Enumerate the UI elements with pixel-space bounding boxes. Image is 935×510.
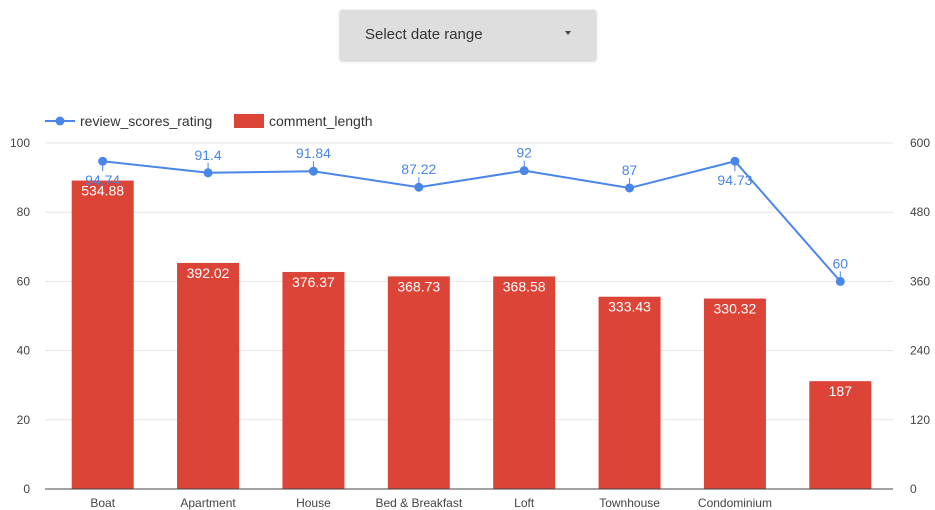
bar — [282, 271, 345, 489]
line-point — [308, 166, 318, 176]
legend-line-marker — [55, 116, 65, 126]
x-tick-label: House — [296, 496, 331, 510]
line-data-label: 92 — [516, 145, 532, 161]
bar — [71, 180, 134, 489]
bar-series: 534.88 392.02 376.37 368.73 368.58 333.43 330.… — [71, 180, 872, 489]
line-data-label: 87.22 — [401, 161, 436, 177]
line-data-label: 94.73 — [717, 172, 752, 188]
bar — [177, 262, 240, 489]
x-tick-label: Loft — [514, 496, 535, 510]
line-point — [835, 276, 845, 286]
line-point — [730, 156, 740, 166]
legend-label-line: review_scores_rating — [80, 113, 212, 129]
dropdown-caret-icon — [565, 31, 571, 35]
line-data-label: 87 — [622, 162, 638, 178]
bar — [493, 276, 556, 489]
x-tick-label: Bed & Breakfast — [375, 496, 462, 510]
x-tick-label: Townhouse — [599, 496, 660, 510]
bar-data-label: 392.02 — [187, 265, 230, 281]
bar — [809, 381, 872, 489]
line-point — [414, 182, 424, 192]
y-left-tick-label: 100 — [10, 136, 30, 150]
line-point — [203, 168, 213, 178]
y-left-tick-label: 60 — [17, 274, 31, 288]
line-point — [519, 166, 529, 176]
line-series: 94.74 91.4 91.84 87.22 92 87 94.73 60 — [85, 145, 848, 286]
bar — [703, 298, 766, 489]
bar-data-label: 376.37 — [292, 274, 335, 290]
y-right-tick-label: 120 — [910, 413, 930, 427]
bar-data-label: 330.32 — [714, 301, 757, 317]
bar — [598, 296, 661, 489]
legend-bar-swatch — [234, 114, 264, 128]
legend: review_scores_rating comment_length — [45, 113, 373, 129]
line-data-label: 91.4 — [194, 147, 221, 163]
y-left-tick-label: 20 — [17, 413, 31, 427]
y-right-tick-label: 240 — [910, 344, 930, 358]
date-range-selector[interactable]: Select date range — [340, 10, 596, 60]
line-data-label: 94.74 — [85, 172, 120, 188]
line-point — [98, 156, 108, 166]
y-left-tick-label: 0 — [23, 482, 30, 496]
series-line — [102, 160, 842, 283]
date-range-label: Select date range — [365, 26, 483, 43]
y-left-tick-label: 80 — [17, 205, 31, 219]
y-right-tick-label: 480 — [910, 205, 930, 219]
y-left-tick-label: 40 — [17, 344, 31, 358]
bar-data-label: 534.88 — [81, 183, 124, 199]
bar — [387, 276, 450, 489]
axes: 0 20 40 60 80 100 0 120 240 360 480 600 Boat Apartmen… — [10, 136, 930, 510]
x-tick-label: Condominium — [698, 496, 772, 510]
legend-label-bar: comment_length — [269, 113, 373, 129]
line-point — [625, 183, 635, 193]
y-right-tick-label: 0 — [910, 482, 917, 496]
line-data-label: 60 — [833, 255, 849, 271]
bar-data-label: 368.58 — [503, 278, 546, 294]
x-tick-label: Apartment — [180, 496, 236, 510]
bar-data-label: 333.43 — [608, 299, 651, 315]
x-tick-label: Boat — [90, 496, 115, 510]
y-right-tick-label: 600 — [910, 136, 930, 150]
y-right-tick-label: 360 — [910, 274, 930, 288]
bar-data-label: 368.73 — [397, 278, 440, 294]
line-data-label: 91.84 — [296, 145, 331, 161]
bar-data-label: 187 — [829, 383, 853, 399]
